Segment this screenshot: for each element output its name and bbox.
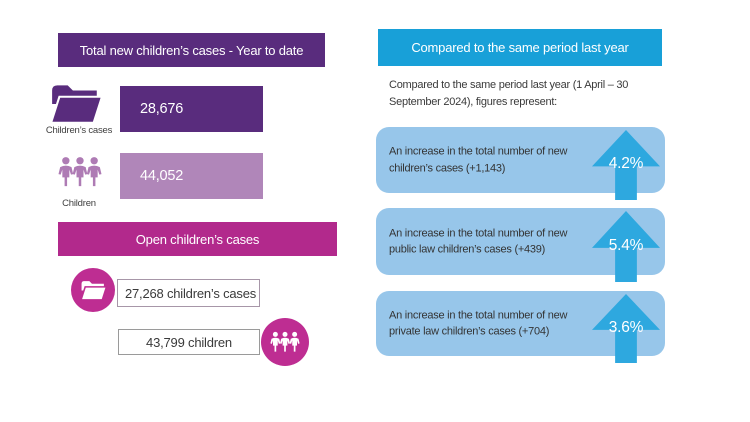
stat-box-private-law: An increase in the total number of new p… [376, 291, 665, 363]
stat-box-total-cases: An increase in the total number of new c… [376, 127, 665, 200]
header-open-cases-label: Open children’s cases [135, 231, 260, 247]
new-children-value: 44,052 [140, 168, 184, 184]
open-cases-text: 27,268 children’s cases [125, 285, 257, 301]
stat-percentage: 5.4% [608, 236, 644, 254]
people-icon [58, 157, 102, 187]
new-cases-value: 28,676 [140, 101, 184, 117]
open-children-text: 43,799 children [146, 334, 232, 350]
new-children-value-box: 44,052 [120, 153, 263, 199]
stat-text: An increase in the total number of new c… [389, 145, 568, 175]
people-icon-label: Children [62, 198, 96, 209]
open-cases-circle [71, 268, 115, 312]
open-cases-box: 27,268 children’s cases [117, 279, 260, 307]
people-icon [270, 331, 300, 352]
stat-box-public-law: An increase in the total number of new p… [376, 208, 665, 282]
new-cases-value-box: 28,676 [120, 86, 263, 132]
stat-percentage: 4.2% [608, 155, 644, 172]
folder-icon [49, 85, 103, 124]
header-comparison-label: Compared to the same period last year [411, 40, 629, 55]
header-total-new-cases: Total new children’s cases - Year to dat… [58, 33, 325, 67]
folder-icon-label: Children’s cases [45, 125, 113, 136]
open-children-box: 43,799 children [118, 329, 260, 355]
stat-text: An increase in the total number of new p… [389, 309, 568, 338]
stat-percentage: 3.6% [608, 318, 644, 336]
header-total-new-cases-label: Total new children’s cases - Year to dat… [79, 42, 304, 58]
folder-icon [79, 281, 107, 301]
header-open-cases: Open children’s cases [58, 222, 337, 256]
open-children-circle [261, 318, 309, 366]
comparison-intro-text: Compared to the same period last year (1… [389, 79, 629, 109]
header-comparison: Compared to the same period last year [378, 29, 662, 66]
stat-text: An increase in the total number of new p… [389, 227, 568, 256]
